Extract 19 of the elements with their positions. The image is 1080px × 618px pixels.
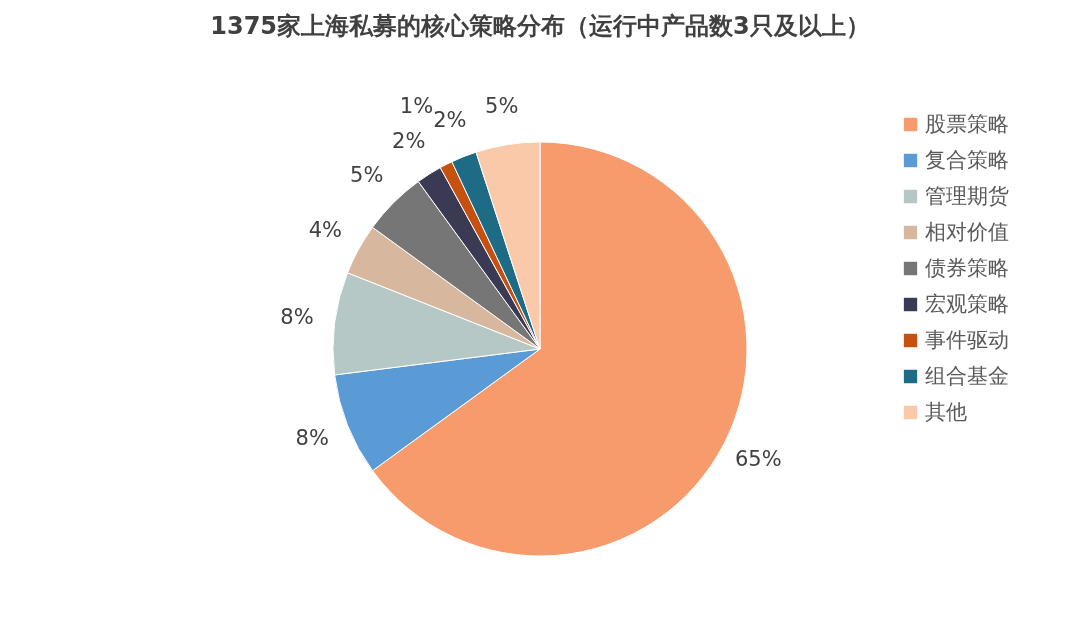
data-label: 4% <box>308 217 342 242</box>
legend-label: 其他 <box>925 399 967 424</box>
data-label: 65% <box>734 447 782 472</box>
data-label: 8% <box>295 426 329 451</box>
legend-label: 相对价值 <box>925 219 1009 244</box>
legend-label: 管理期货 <box>925 183 1009 208</box>
legend-label: 债券策略 <box>925 255 1009 280</box>
data-label: 1% <box>399 93 434 118</box>
data-label: 5% <box>485 94 519 119</box>
legend-label: 组合基金 <box>925 363 1009 388</box>
legend-label: 事件驱动 <box>925 327 1009 352</box>
legend-label: 复合策略 <box>925 147 1009 172</box>
data-label: 8% <box>280 305 314 330</box>
legend-label: 股票策略 <box>925 111 1009 136</box>
legend-label: 宏观策略 <box>925 291 1009 316</box>
data-label: 2% <box>392 129 426 154</box>
chart-title: 1375家上海私募的核心策略分布（运行中产品数3只及以上） <box>210 12 870 41</box>
data-label: 2% <box>433 108 467 133</box>
data-label: 5% <box>350 162 384 187</box>
